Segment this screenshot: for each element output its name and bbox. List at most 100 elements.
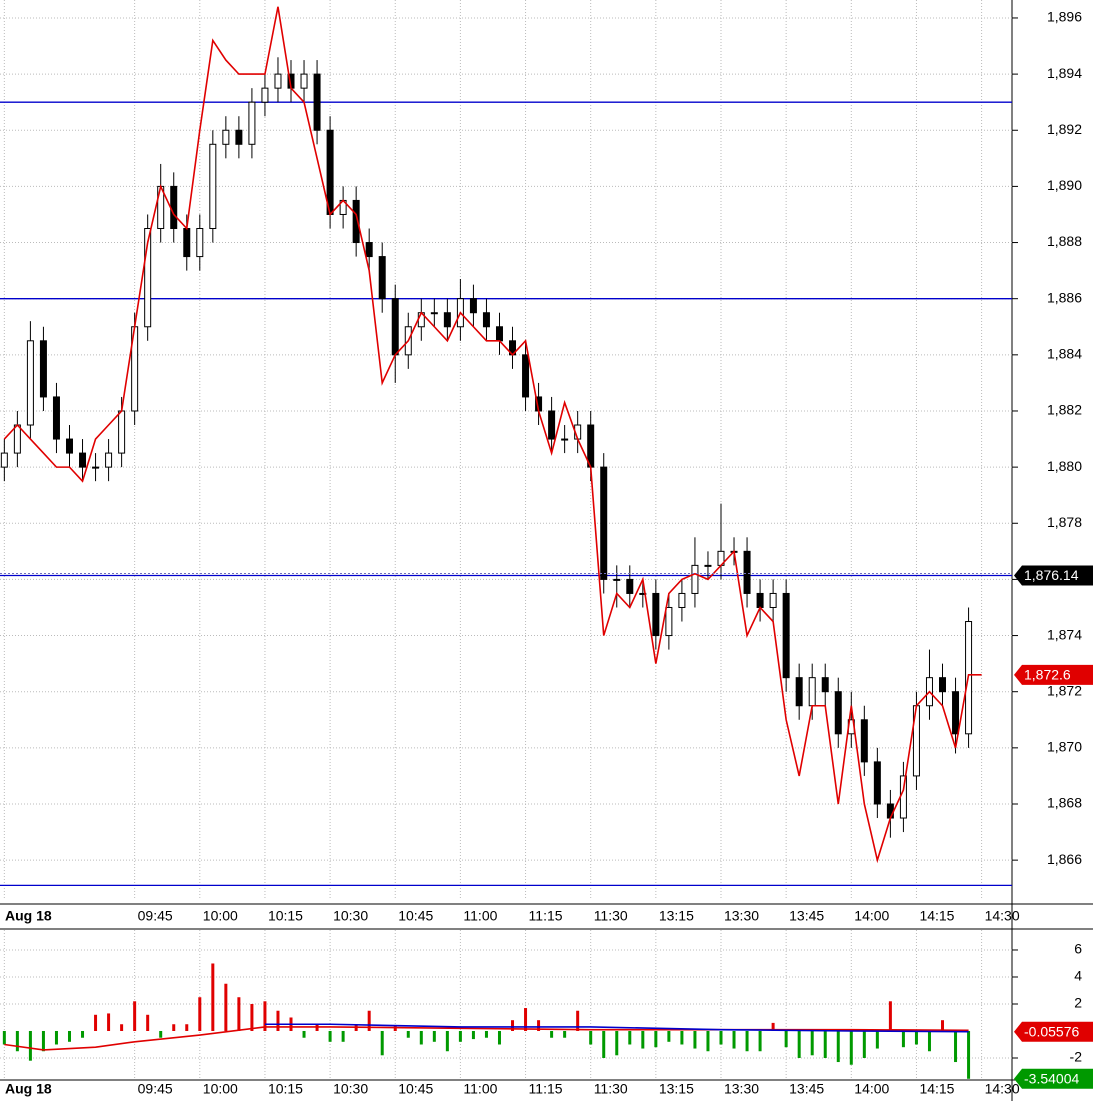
x-tick-label: Aug 18 <box>5 908 52 924</box>
candle-body <box>274 73 282 89</box>
histogram-bar <box>745 1030 749 1052</box>
histogram-bar <box>511 1020 515 1031</box>
y-tick-label: 2 <box>1074 995 1082 1011</box>
x-tick-label: 13:15 <box>659 908 694 924</box>
x-tick-label: 10:45 <box>398 1081 433 1097</box>
histogram-bar <box>758 1030 762 1052</box>
histogram-bar <box>914 1030 918 1045</box>
candle-body <box>261 87 269 103</box>
y-tick-label: 1,878 <box>1047 514 1082 530</box>
candle-body <box>0 452 8 468</box>
y-tick-label: 6 <box>1074 941 1082 957</box>
histogram-bar <box>941 1020 945 1031</box>
candle-body <box>52 396 60 440</box>
candle-body <box>170 185 178 230</box>
histogram-bar <box>732 1030 736 1049</box>
histogram-bar <box>550 1030 554 1038</box>
candle-body <box>834 691 842 735</box>
x-tick-label: 11:15 <box>529 1081 563 1097</box>
indicator-line <box>3 6 982 864</box>
price-callout-label: 1,876.14 <box>1024 567 1079 583</box>
histogram-bar <box>198 997 202 1031</box>
histogram-bar <box>901 1030 905 1048</box>
candle-body <box>144 228 152 328</box>
candle-body <box>522 354 530 398</box>
histogram-bar <box>524 1008 528 1031</box>
histogram-bar <box>693 1030 697 1049</box>
price-callout <box>1014 664 1093 685</box>
candle-body <box>469 298 477 314</box>
candle-body <box>743 550 751 594</box>
histogram-bar <box>28 1030 32 1061</box>
histogram-bar <box>589 1030 593 1045</box>
candle-body <box>79 452 87 468</box>
candle-body <box>378 256 386 300</box>
histogram-bar <box>224 983 228 1031</box>
histogram-bar <box>719 1030 723 1045</box>
candle-body <box>248 101 256 145</box>
x-tick-label: 10:45 <box>398 908 433 924</box>
histogram-bar <box>810 1030 814 1056</box>
y-tick-label: 1,894 <box>1047 65 1082 81</box>
histogram-bar <box>419 1030 423 1045</box>
histogram-bar <box>967 1030 971 1079</box>
candle-body <box>105 452 113 468</box>
histogram-bar <box>576 1010 580 1031</box>
x-tick-label: 10:00 <box>203 1081 238 1097</box>
histogram-bar <box>146 1014 150 1031</box>
histogram-bar <box>133 1001 137 1031</box>
histogram-bar <box>406 1030 410 1038</box>
candle-body <box>561 438 569 441</box>
candle-body <box>613 578 621 581</box>
histogram-bar <box>862 1030 866 1058</box>
histogram-bar <box>706 1030 710 1052</box>
histogram-bar <box>250 1003 254 1031</box>
candle-body <box>769 592 777 608</box>
x-tick-label: 13:45 <box>789 1081 824 1097</box>
x-tick-label: 13:45 <box>789 908 824 924</box>
x-tick-label: 09:45 <box>138 1081 173 1097</box>
candle-body <box>899 775 907 819</box>
histogram-bar <box>497 1030 501 1045</box>
histogram-bar <box>797 1030 801 1058</box>
histogram-bar <box>771 1022 775 1031</box>
x-tick-label: 10:30 <box>333 1081 368 1097</box>
price-callout-label: -0.05576 <box>1024 1023 1079 1039</box>
x-tick-label: 13:30 <box>724 908 759 924</box>
x-tick-label: 13:15 <box>659 1081 694 1097</box>
candle-body <box>300 73 308 89</box>
histogram-bar <box>537 1020 541 1031</box>
histogram-bar <box>2 1030 6 1045</box>
x-tick-label: 11:00 <box>463 1081 497 1097</box>
candle-body <box>626 578 634 594</box>
candle-body <box>678 592 686 608</box>
x-tick-label: 14:30 <box>985 908 1020 924</box>
x-tick-label: 14:00 <box>854 908 889 924</box>
histogram-bar <box>94 1014 98 1031</box>
x-tick-label: 10:15 <box>268 1081 303 1097</box>
candle-body <box>313 73 321 131</box>
y-tick-label: 1,874 <box>1047 626 1082 642</box>
candle-body <box>795 677 803 707</box>
histogram-bar <box>927 1030 931 1052</box>
histogram-bar <box>823 1030 827 1058</box>
histogram-bar <box>15 1030 19 1052</box>
x-tick-label: 11:15 <box>529 908 563 924</box>
histogram-bar <box>563 1030 567 1038</box>
histogram-bar <box>875 1030 879 1049</box>
y-tick-label: 1,880 <box>1047 458 1082 474</box>
candle-body <box>183 228 191 258</box>
histogram-bar <box>484 1030 488 1038</box>
x-tick-label: 11:00 <box>463 908 497 924</box>
histogram-bar <box>41 1030 45 1052</box>
candle-body <box>860 719 868 763</box>
candle-body <box>352 199 360 244</box>
histogram-bar <box>380 1030 384 1056</box>
candle-body <box>495 326 503 342</box>
x-tick-label: 11:30 <box>594 908 628 924</box>
y-tick-label: 1,882 <box>1047 402 1082 418</box>
candle-body <box>365 242 373 258</box>
y-tick-label: 1,886 <box>1047 289 1082 305</box>
